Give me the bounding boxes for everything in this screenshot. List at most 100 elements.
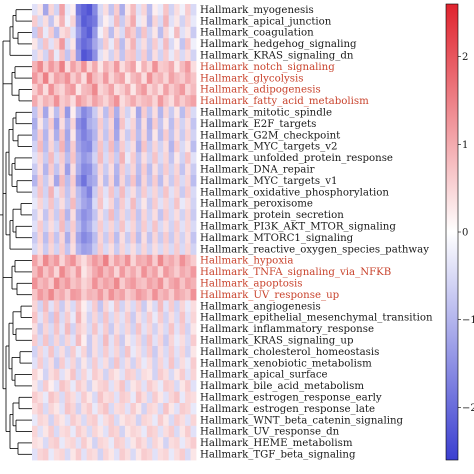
- heatmap-cell: [92, 311, 98, 324]
- heatmap-cell: [64, 163, 71, 176]
- heatmap-cell: [42, 391, 49, 404]
- heatmap-cell: [190, 38, 197, 50]
- heatmap-cell: [32, 26, 38, 39]
- heatmap-cell: [124, 357, 131, 370]
- heatmap-cell: [190, 140, 197, 153]
- heatmap-cell: [152, 106, 159, 119]
- heatmap-cell: [163, 266, 170, 278]
- heatmap-cell: [130, 15, 137, 28]
- heatmap-cell: [141, 232, 148, 244]
- heatmap-cell: [75, 129, 82, 142]
- row-label: Hallmark_angiogenesis: [200, 301, 321, 312]
- heatmap-cell: [81, 220, 88, 233]
- heatmap-cell: [119, 38, 126, 50]
- heatmap-cell: [75, 83, 82, 96]
- heatmap-cell: [37, 197, 44, 210]
- heatmap-cell: [168, 209, 175, 221]
- heatmap-cell: [108, 357, 115, 370]
- heatmap-cell: [119, 232, 126, 244]
- heatmap-cell: [97, 414, 104, 427]
- heatmap-cell: [130, 95, 137, 107]
- heatmap-cell: [53, 95, 60, 107]
- heatmap-cell: [37, 277, 44, 290]
- heatmap-cell: [59, 106, 66, 119]
- heatmap-cell: [75, 220, 82, 233]
- heatmap-cell: [97, 300, 104, 313]
- heatmap-cell: [37, 61, 44, 73]
- heatmap-cell: [119, 118, 126, 130]
- row-label: Hallmark_adipogenesis: [200, 85, 321, 96]
- heatmap-cell: [32, 61, 38, 73]
- heatmap-cell: [130, 403, 137, 415]
- heatmap-cell: [163, 334, 170, 347]
- heatmap-cell: [81, 186, 88, 199]
- heatmap-cell: [42, 163, 49, 176]
- heatmap-cell: [48, 38, 55, 50]
- heatmap-cell: [114, 357, 120, 370]
- heatmap-cell: [32, 414, 38, 427]
- heatmap-cell: [146, 437, 153, 449]
- heatmap-cell: [114, 152, 120, 164]
- heatmap-cell: [141, 15, 148, 28]
- heatmap-cell: [179, 357, 186, 370]
- heatmap-cell: [42, 266, 49, 278]
- heatmap-cell: [86, 323, 93, 335]
- heatmap-cell: [168, 38, 175, 50]
- heatmap-cell: [141, 334, 148, 347]
- heatmap-cell: [48, 49, 55, 62]
- heatmap-cell: [86, 414, 93, 427]
- heatmap-cell: [97, 95, 104, 107]
- heatmap-cell: [185, 403, 191, 415]
- heatmap-cell: [81, 61, 88, 73]
- heatmap-cell: [174, 277, 180, 290]
- heatmap-cell: [157, 61, 164, 73]
- heatmap-cell: [141, 425, 148, 438]
- heatmap-cell: [64, 323, 71, 335]
- heatmap-cell: [32, 163, 38, 176]
- heatmap-cell: [168, 163, 175, 176]
- heatmap-cell: [92, 15, 98, 28]
- heatmap-cell: [86, 38, 93, 50]
- heatmap-cell: [103, 232, 109, 244]
- heatmap-cell: [141, 437, 148, 449]
- heatmap-cell: [168, 129, 175, 142]
- heatmap-cell: [42, 38, 49, 50]
- heatmap-cell: [130, 254, 137, 267]
- colorbar-tick-label: 2: [462, 52, 468, 63]
- heatmap-cell: [81, 334, 88, 347]
- heatmap-cell: [179, 254, 186, 267]
- heatmap-cell: [124, 323, 131, 335]
- heatmap-cell: [124, 118, 131, 130]
- heatmap-cell: [103, 448, 109, 461]
- heatmap-cell: [64, 300, 71, 313]
- heatmap-cell: [42, 129, 49, 142]
- heatmap-cell: [92, 323, 98, 335]
- heatmap-cell: [37, 129, 44, 142]
- heatmap-cell: [32, 448, 38, 461]
- heatmap-cell: [152, 83, 159, 96]
- heatmap-cell: [179, 175, 186, 187]
- heatmap-cell: [48, 277, 55, 290]
- heatmap-cell: [174, 425, 180, 438]
- heatmap-cell: [70, 49, 77, 62]
- heatmap-cell: [64, 129, 71, 142]
- heatmap-cell: [48, 15, 55, 28]
- heatmap-cell: [179, 266, 186, 278]
- heatmap-cell: [48, 95, 55, 107]
- heatmap-cell: [124, 15, 131, 28]
- heatmap-cell: [81, 140, 88, 153]
- heatmap-cell: [70, 311, 77, 324]
- heatmap-cell: [97, 140, 104, 153]
- heatmap-cell: [185, 220, 191, 233]
- heatmap-cell: [130, 129, 137, 142]
- heatmap-cell: [103, 152, 109, 164]
- heatmap-cell: [92, 414, 98, 427]
- row-label: Hallmark_oxidative_phosphorylation: [200, 187, 389, 198]
- row-label: Hallmark_peroxisome: [200, 199, 313, 210]
- heatmap-cell: [190, 425, 197, 438]
- heatmap-cell: [70, 300, 77, 313]
- heatmap-cell: [108, 26, 115, 39]
- heatmap-cell: [152, 15, 159, 28]
- heatmap-cell: [92, 448, 98, 461]
- heatmap-cell: [157, 49, 164, 62]
